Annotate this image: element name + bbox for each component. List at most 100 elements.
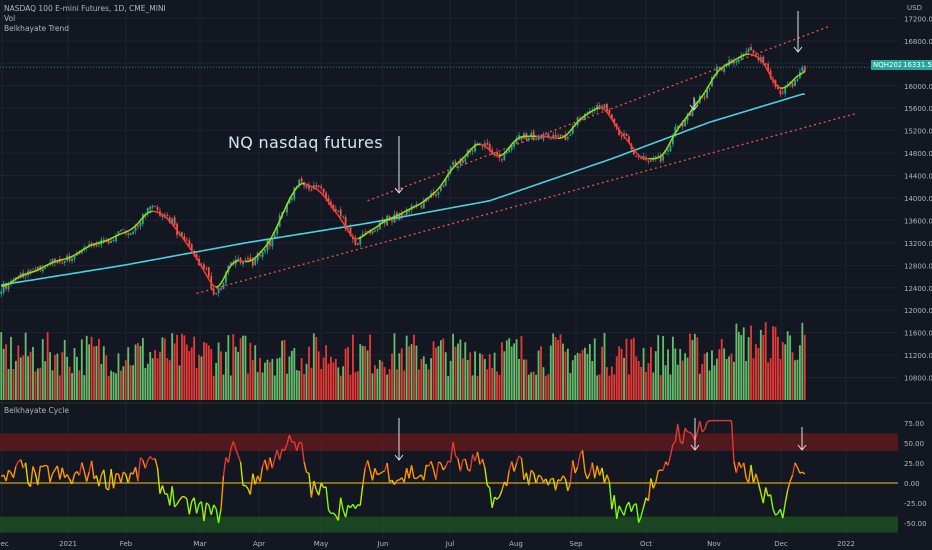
volume-bar: [303, 374, 305, 400]
cycle-tick-label: -25.00: [904, 500, 927, 508]
x-tick-label: 2022: [837, 540, 855, 548]
volume-bar: [711, 350, 713, 400]
candle-body: [156, 206, 159, 210]
cycle-segment: [496, 496, 500, 500]
trend-segment: [428, 195, 432, 199]
cycle-segment: [701, 428, 706, 433]
cycle-segment: [552, 478, 557, 491]
volume-bar: [166, 358, 169, 400]
trend-segment: [8, 281, 12, 285]
volume-bar: [381, 361, 384, 400]
candle-body: [493, 152, 496, 154]
volume-bar: [510, 346, 513, 400]
cycle-segment: [703, 422, 708, 430]
trend-segment: [728, 61, 732, 65]
trend-segment: [325, 198, 330, 203]
cycle-segment: [772, 508, 777, 516]
cycle-segment: [540, 476, 545, 483]
candle-body: [659, 155, 662, 162]
cycle-segment: [232, 441, 237, 450]
volume-bar: [286, 373, 288, 400]
trend-segment: [118, 233, 122, 236]
trend-segment: [220, 278, 225, 284]
volume-bar: [671, 336, 674, 400]
candle-body: [496, 151, 498, 155]
trend-segment: [667, 141, 672, 147]
candle-body: [71, 258, 73, 262]
volume-bar: [554, 336, 557, 400]
volume-bar: [591, 361, 594, 400]
candle-body: [68, 255, 71, 261]
trend-segment: [782, 86, 786, 89]
trend-segment: [740, 54, 745, 57]
volume-bar: [740, 335, 743, 400]
trend-segment: [39, 266, 44, 270]
cycle-segment: [440, 462, 444, 471]
cycle-segment: [125, 474, 129, 484]
trend-segment: [115, 234, 119, 237]
trend-segment: [464, 152, 469, 157]
volume-bar: [222, 374, 225, 400]
trend-segment: [69, 255, 73, 259]
candle-body: [273, 234, 276, 238]
candle-body: [183, 236, 186, 241]
cycle-segment: [310, 480, 315, 498]
volume-bar: [593, 338, 596, 400]
cycle-segment: [332, 512, 337, 517]
trend-segment: [71, 254, 75, 258]
cycle-segment: [230, 441, 234, 450]
cycle-segment: [379, 471, 383, 475]
candle-body: [310, 190, 313, 192]
cycle-segment: [413, 477, 417, 480]
candle-body: [667, 149, 669, 152]
trend-segment: [344, 226, 349, 232]
candle-body: [437, 192, 440, 195]
cycle-segment: [139, 457, 144, 461]
candle-body: [205, 268, 208, 270]
volume-bar: [603, 332, 606, 400]
volume-bar: [112, 372, 115, 400]
trend-segment: [762, 62, 767, 68]
trend-segment: [357, 237, 361, 240]
volume-bar: [520, 336, 523, 400]
volume-bar: [17, 345, 20, 400]
channel-lower: [196, 113, 856, 295]
trend-segment: [293, 187, 298, 192]
cycle-segment: [438, 461, 442, 464]
candle-body: [618, 129, 621, 136]
volume-bar: [491, 367, 494, 400]
cycle-segment: [176, 499, 181, 505]
trend-segment: [381, 220, 386, 224]
trend-segment: [628, 142, 632, 147]
volume-bar: [540, 346, 542, 400]
trend-segment: [327, 201, 332, 207]
candle-body: [520, 136, 523, 140]
volume-bar: [290, 350, 293, 400]
candle-body: [185, 239, 188, 241]
cycle-segment: [46, 465, 51, 483]
candle-body: [425, 198, 428, 203]
volume-bar: [488, 354, 491, 400]
cycle-segment: [300, 442, 305, 463]
volume-bar: [93, 346, 95, 400]
cycle-segment: [362, 468, 366, 486]
trend-segment: [394, 215, 398, 218]
volume-bar: [44, 361, 47, 400]
trend-segment: [469, 147, 474, 151]
volume-bar: [588, 344, 591, 400]
cycle-segment: [628, 501, 633, 512]
cycle-segment: [293, 441, 298, 451]
cycle-segment: [220, 475, 225, 510]
candle-body: [632, 149, 635, 155]
volume-bar: [373, 365, 376, 400]
cycle-segment: [120, 471, 125, 484]
cycle-segment: [464, 459, 469, 470]
symbol-badge: NQH2022: [871, 60, 909, 70]
cycle-segment: [193, 497, 198, 514]
cycle-segment: [266, 457, 271, 471]
trend-segment: [193, 254, 198, 259]
cycle-segment: [528, 470, 532, 486]
candle-body: [549, 138, 552, 140]
volume-bar: [537, 350, 540, 400]
